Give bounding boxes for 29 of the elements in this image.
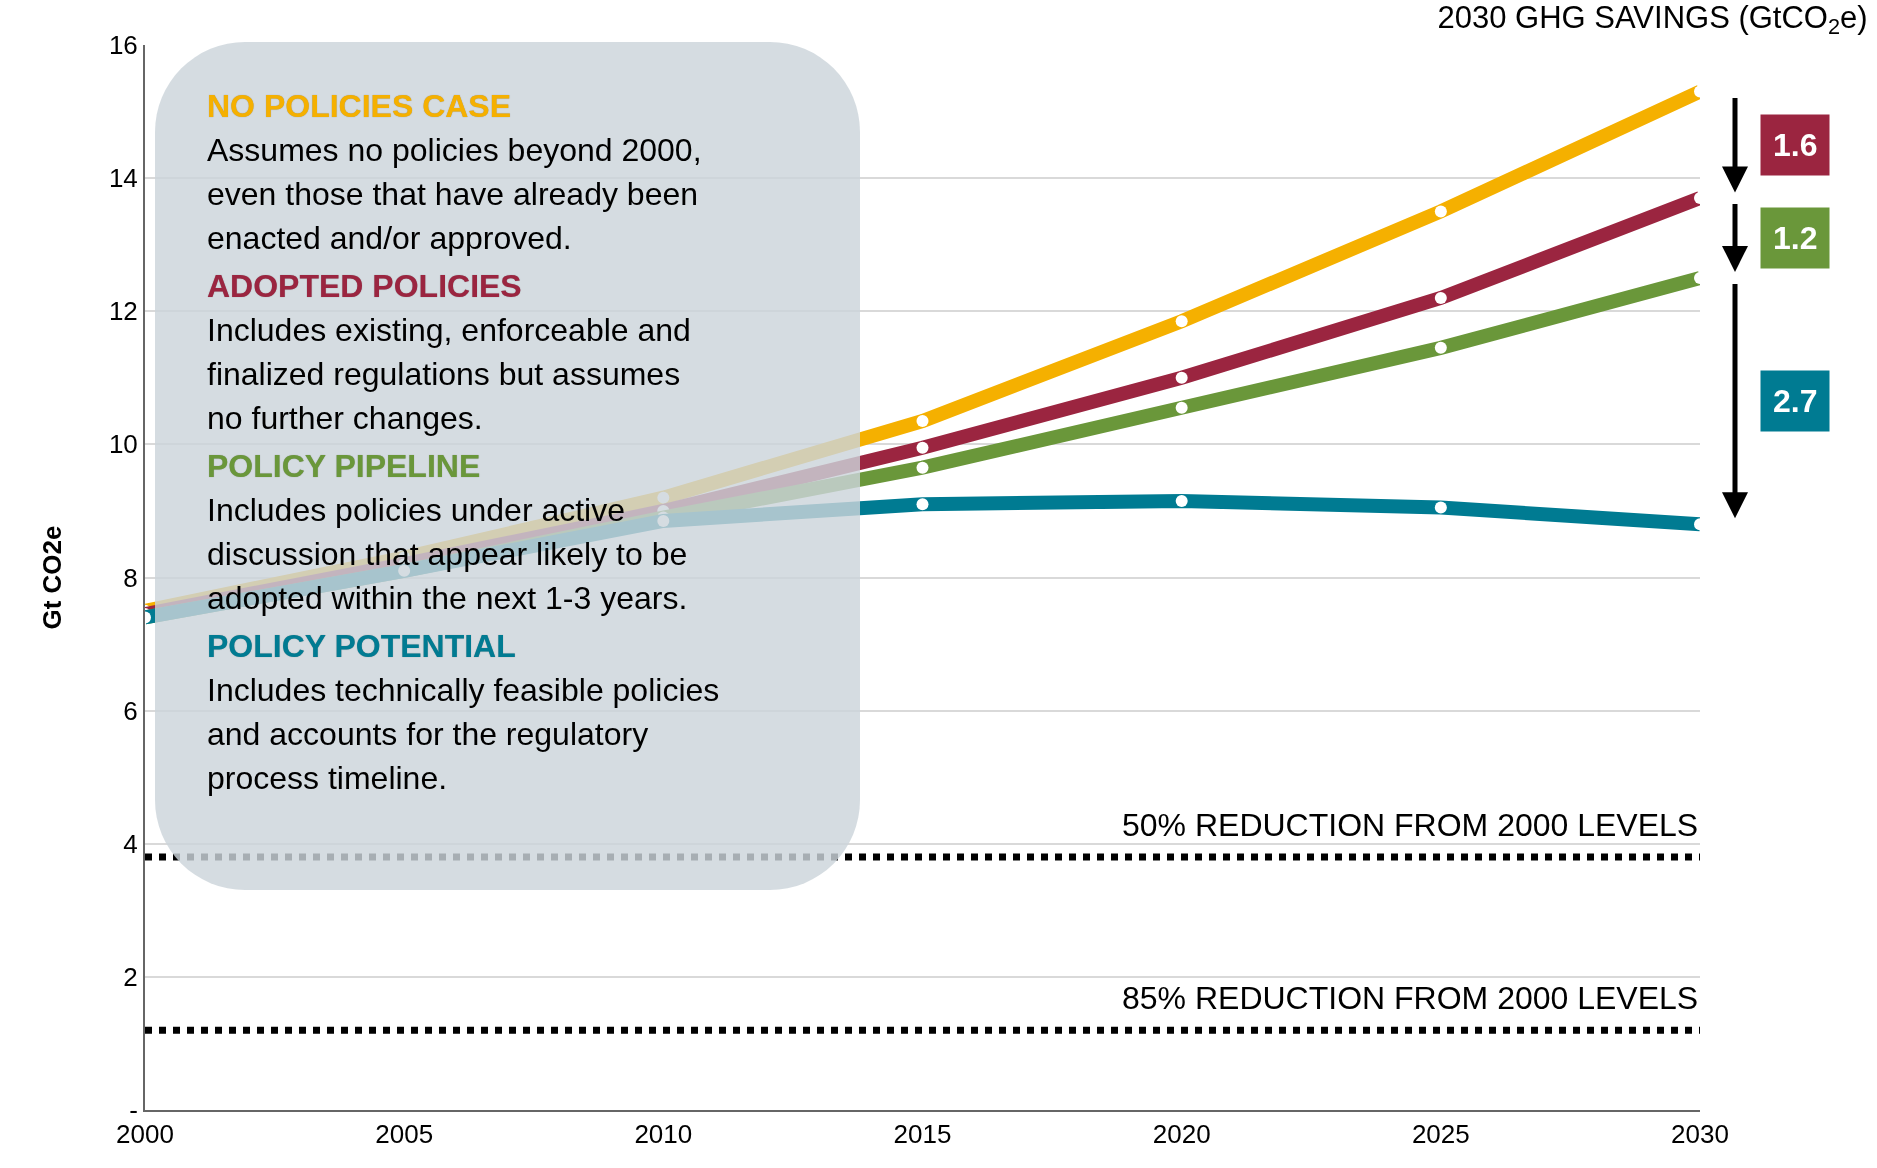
annotation: Assumes no policies beyond 2000, even those that have already been enacted and/or approved. [207, 131, 703, 258]
x-tick-label: 2005 [375, 1119, 434, 1150]
y-tick-label: 4 [123, 828, 138, 859]
x-tick-label: 2010 [634, 1119, 693, 1150]
x-tick-label: 2020 [1152, 1119, 1211, 1150]
y-tick-label: 12 [108, 296, 138, 327]
annotation: Includes policies under active discussion that appear likely to be adopted within the next 1-3 years. [207, 491, 689, 618]
ref-line-label: 50% REDUCTION FROM 2000 LEVELS [1122, 807, 1699, 843]
y-axis-title: Gt CO2e [36, 525, 67, 630]
annotation: Includes technically feasible policies and accounts for the regulatory process timeline. [207, 671, 721, 798]
y-tick-label: 14 [108, 163, 138, 194]
x-tick-label: 2030 [1671, 1119, 1729, 1150]
y-tick-label: 10 [108, 429, 138, 460]
text: POLICY PIPELINE [207, 447, 482, 486]
text: ADOPTED POLICIES [207, 267, 523, 306]
x-tick-label: 2025 [1411, 1119, 1470, 1150]
y-tick-label: 16 [108, 30, 138, 61]
y-tick-label: 2 [123, 961, 138, 992]
y-tick-label: 8 [123, 562, 138, 593]
text: 1.2 [1773, 220, 1818, 256]
text: 1.6 [1773, 127, 1818, 163]
annotation: Includes existing, enforceable and finalized regulations but assumes no further changes. [207, 311, 692, 438]
text: 2.7 [1773, 383, 1818, 419]
x-tick-label: 2015 [893, 1119, 952, 1150]
ref-line-label: 85% REDUCTION FROM 2000 LEVELS [1122, 980, 1699, 1016]
series-label: POLICY POTENTIAL [207, 627, 517, 666]
chart-title: 2030 GHG SAVINGS (GtCO$_{2}$e) [1437, 0, 1868, 40]
y-tick-label: 6 [123, 695, 138, 726]
text: NO POLICIES CASE [207, 87, 513, 126]
